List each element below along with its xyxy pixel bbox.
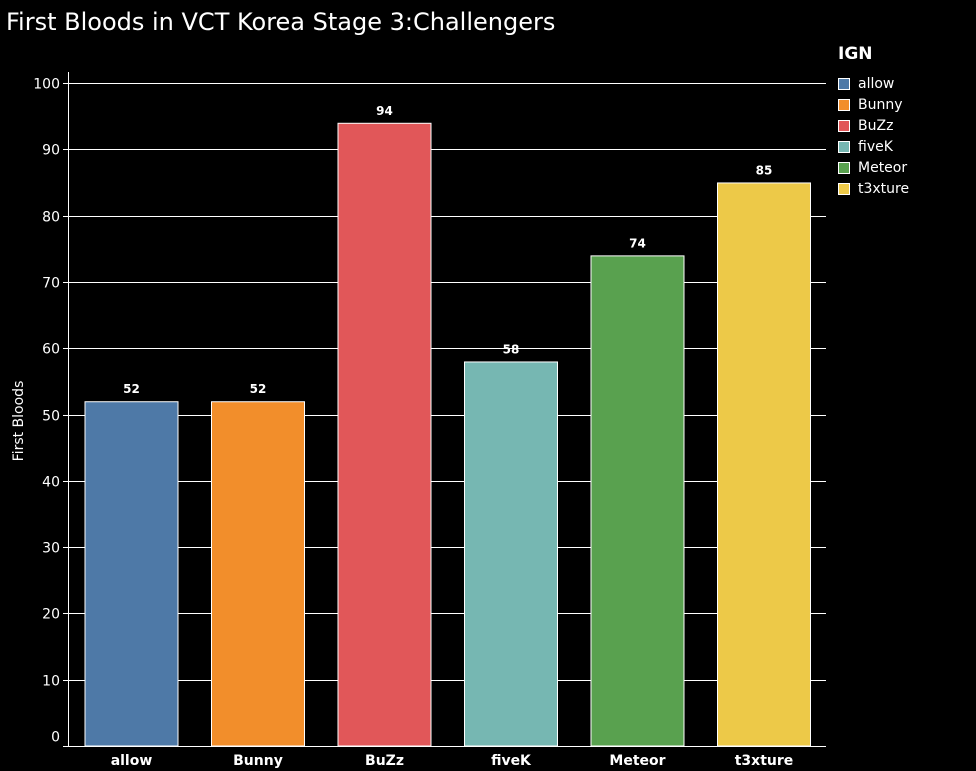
y-tick-label: 0 <box>51 730 60 746</box>
bar-Meteor <box>590 255 685 747</box>
bars <box>84 122 811 747</box>
data-label: 85 <box>756 163 773 177</box>
y-tick-label: 80 <box>42 210 60 226</box>
legend-item: BuZz <box>838 115 968 136</box>
y-tick-label: 10 <box>42 674 60 690</box>
chart-title: First Bloods in VCT Korea Stage 3:Challe… <box>6 8 556 36</box>
bar-fiveK <box>464 361 558 747</box>
legend-label: Meteor <box>858 159 908 176</box>
y-tick-label: 100 <box>33 77 60 93</box>
legend: IGN allow Bunny BuZz fiveK Meteor t3xture <box>838 44 968 199</box>
legend-swatch <box>838 119 850 132</box>
legend-item: Bunny <box>838 94 968 115</box>
y-tick-label: 70 <box>42 276 60 292</box>
x-tick-label: Meteor <box>609 753 665 769</box>
axes <box>63 72 826 747</box>
data-labels: 52 52 94 58 74 85 <box>123 104 772 396</box>
legend-label: Bunny <box>858 96 903 113</box>
legend-label: allow <box>858 75 895 92</box>
data-label: 58 <box>503 342 520 356</box>
x-tick-label: allow <box>111 753 153 769</box>
legend-swatch <box>838 161 850 174</box>
y-tick-label: 50 <box>42 409 60 425</box>
bar-BuZz <box>337 122 432 747</box>
y-tick-label: 20 <box>42 607 60 623</box>
y-tick-label: 30 <box>42 541 60 557</box>
legend-item: fiveK <box>838 136 968 157</box>
legend-label: t3xture <box>858 180 910 197</box>
bar-t3xture <box>717 182 811 747</box>
legend-swatch <box>838 77 850 90</box>
legend-swatch <box>838 182 850 195</box>
data-label: 52 <box>250 382 267 396</box>
legend-item: Meteor <box>838 157 968 178</box>
gridlines <box>68 83 826 681</box>
legend-item: t3xture <box>838 178 968 199</box>
legend-title: IGN <box>838 44 873 64</box>
data-label: 94 <box>376 104 393 118</box>
tick-labels: 0 10 20 30 40 50 60 70 80 90 100 allow Bunny BuZz five… <box>33 77 793 770</box>
x-tick-label: t3xture <box>735 753 794 769</box>
data-label: 52 <box>123 382 140 396</box>
legend-items: allow Bunny BuZz fiveK Meteor t3xture <box>838 73 968 199</box>
y-tick-label: 40 <box>42 475 60 491</box>
data-label: 74 <box>629 236 646 250</box>
legend-swatch <box>838 98 850 111</box>
y-axis-label: First Bloods <box>11 381 27 462</box>
x-tick-label: fiveK <box>491 753 532 769</box>
bar-allow <box>84 401 179 747</box>
legend-label: BuZz <box>858 117 894 134</box>
y-tick-label: 90 <box>42 143 60 159</box>
legend-item: allow <box>838 73 968 94</box>
bar-Bunny <box>211 401 305 747</box>
legend-swatch <box>838 140 850 153</box>
legend-label: fiveK <box>858 138 893 155</box>
y-tick-label: 60 <box>42 342 60 358</box>
x-tick-label: Bunny <box>233 753 283 769</box>
x-tick-label: BuZz <box>365 753 404 769</box>
